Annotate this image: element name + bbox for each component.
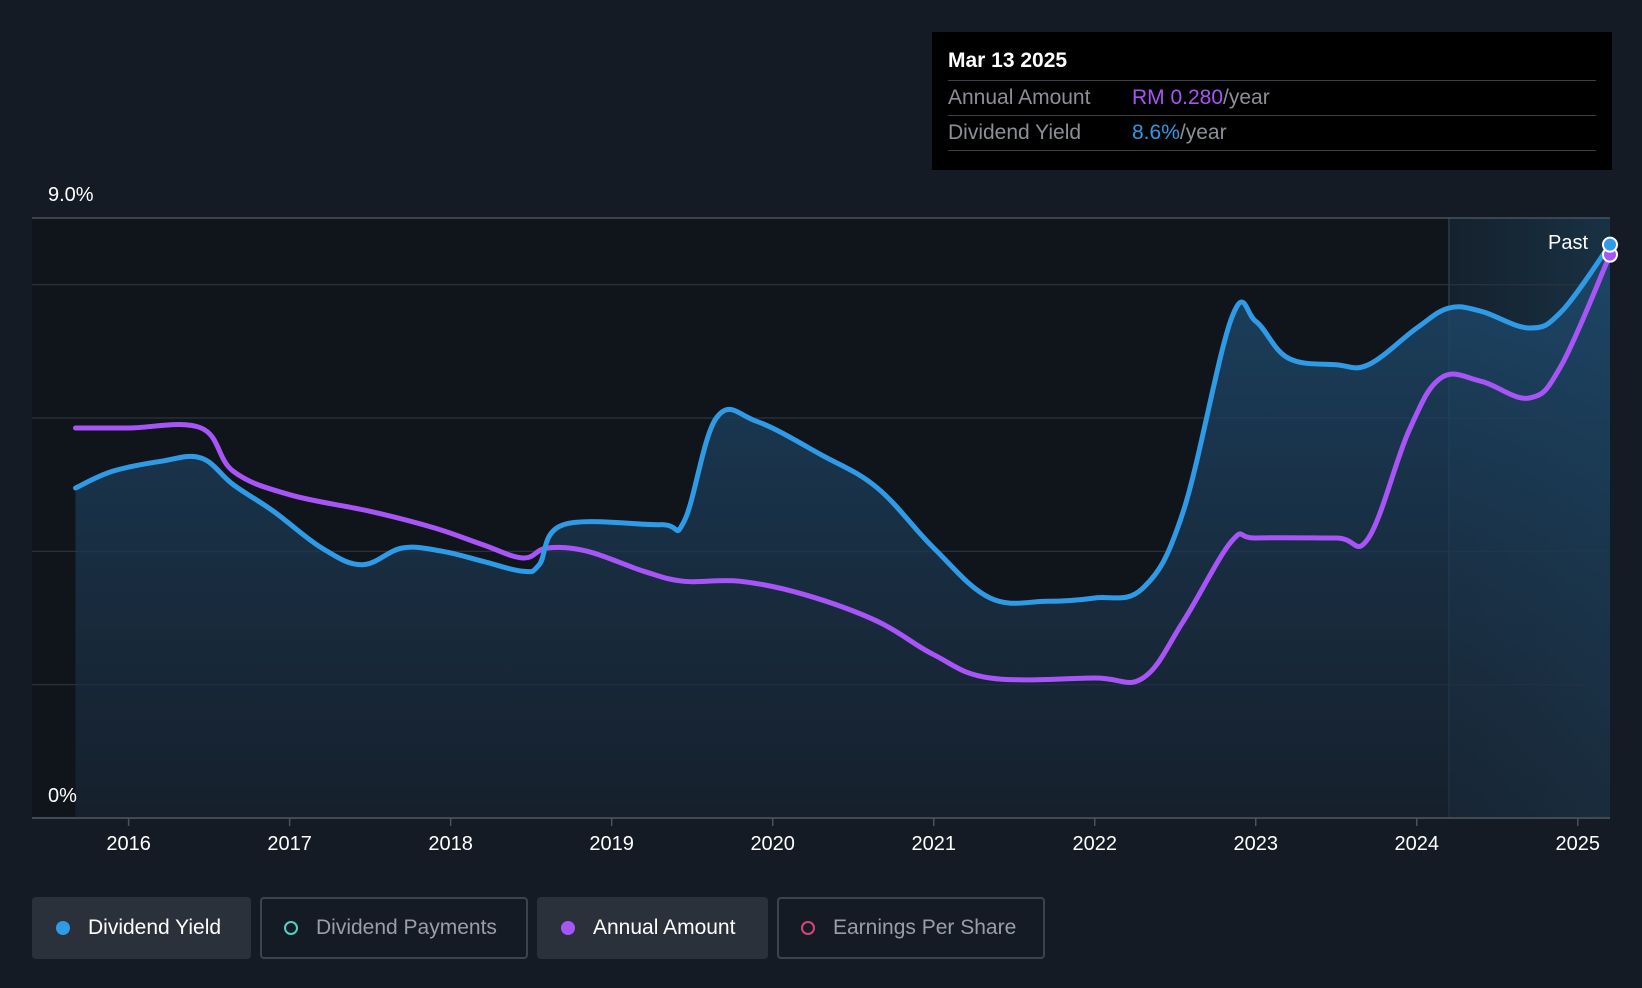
dividend-yield-area xyxy=(75,244,1610,818)
tooltip-unit: /year xyxy=(1179,121,1227,144)
x-tick-label: 2016 xyxy=(106,833,151,855)
y-axis-top-label: 9.0% xyxy=(48,184,94,206)
tooltip-row-annual-amount: Annual Amount RM 0.280 /year xyxy=(948,81,1596,116)
x-tick-label: 2023 xyxy=(1234,833,1279,855)
legend: Dividend Yield Dividend Payments Annual … xyxy=(32,897,1045,959)
x-axis: 2016 2017 2018 2019 2020 2021 2022 2023 2024 2025 xyxy=(32,817,1610,855)
dividend-yield-dot-icon xyxy=(56,921,70,935)
x-tick-label: 2021 xyxy=(911,833,956,855)
tooltip-value: 8.6% xyxy=(1132,121,1180,144)
dividend-yield-line xyxy=(73,242,1613,606)
x-tick-label: 2025 xyxy=(1556,833,1601,855)
earnings-per-share-ring-icon xyxy=(801,921,815,935)
legend-dividend-payments[interactable]: Dividend Payments xyxy=(260,897,528,959)
x-tick-label: 2020 xyxy=(750,833,795,855)
tooltip-unit: /year xyxy=(1223,86,1270,109)
x-tick-label: 2022 xyxy=(1072,833,1117,855)
dividend-yield-end-marker xyxy=(1602,236,1618,253)
legend-earnings-per-share[interactable]: Earnings Per Share xyxy=(777,897,1045,959)
tooltip-date: Mar 13 2025 xyxy=(948,46,1596,81)
tooltip: Mar 13 2025 Annual Amount RM 0.280 /year… xyxy=(932,32,1612,170)
area-fills xyxy=(75,244,1610,818)
legend-label: Earnings Per Share xyxy=(833,916,1017,939)
past-label: Past xyxy=(1548,232,1588,254)
x-tick-label: 2019 xyxy=(589,833,634,855)
legend-annual-amount[interactable]: Annual Amount xyxy=(537,897,768,959)
tooltip-label: Annual Amount xyxy=(948,86,1091,109)
x-tick-label: 2018 xyxy=(428,833,473,855)
tooltip-value: RM 0.280 xyxy=(1132,86,1224,109)
tooltip-row-dividend-yield: Dividend Yield 8.6% /year xyxy=(948,116,1596,151)
x-tick-label: 2017 xyxy=(267,833,312,855)
y-axis-bottom-label: 0% xyxy=(48,785,77,807)
legend-label: Dividend Payments xyxy=(316,916,497,939)
annual-amount-line xyxy=(73,252,1613,685)
tooltip-label: Dividend Yield xyxy=(948,121,1082,144)
legend-label: Dividend Yield xyxy=(88,916,222,939)
annual-amount-dot-icon xyxy=(561,921,575,935)
series-lines xyxy=(73,242,1613,685)
legend-dividend-yield[interactable]: Dividend Yield xyxy=(32,897,251,959)
end-markers xyxy=(1602,236,1618,263)
legend-label: Annual Amount xyxy=(593,916,736,939)
dividend-payments-ring-icon xyxy=(284,921,298,935)
x-tick-label: 2024 xyxy=(1395,833,1440,855)
